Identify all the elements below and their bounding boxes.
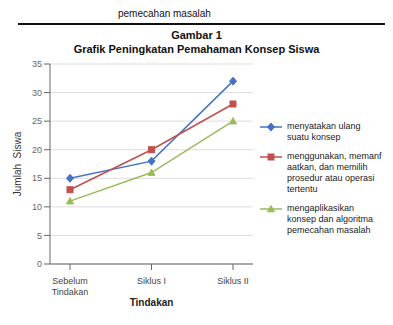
svg-text:10: 10 (32, 202, 42, 212)
svg-text:Siklus I: Siklus I (137, 276, 166, 286)
svg-text:25: 25 (32, 116, 42, 126)
html-text:pemecahan masalah: pemecahan masalah (118, 8, 211, 19)
svg-text:20: 20 (32, 145, 42, 155)
svg-text:30: 30 (32, 88, 42, 98)
svg-text:SebelumTindakan: SebelumTindakan (52, 276, 89, 297)
svg-text:Tindakan: Tindakan (130, 297, 174, 308)
svg-text:35: 35 (32, 59, 42, 69)
svg-text:15: 15 (32, 173, 42, 183)
html-text:menggunakan, memanf aatkan, da: menggunakan, memanf aatkan, dan memilih … (287, 150, 382, 194)
svg-text:0: 0 (37, 259, 42, 269)
html-text:mengaplikasikan konsep dan alg: mengaplikasikan konsep dan algoritma pem… (287, 202, 374, 235)
svg-text:Jumlah Siswa: Jumlah Siswa (12, 131, 23, 196)
svg-text:Siklus II: Siklus II (217, 276, 249, 286)
html-text:Gambar 1: Gambar 1 (171, 29, 222, 41)
html-text:menyatakan ulang suatu konsep: menyatakan ulang suatu konsep (287, 120, 361, 142)
html-text:Grafik Peningkatan Pemahaman K: Grafik Peningkatan Pemahaman Konsep Sisw… (73, 43, 320, 55)
svg-text:5: 5 (37, 231, 42, 241)
